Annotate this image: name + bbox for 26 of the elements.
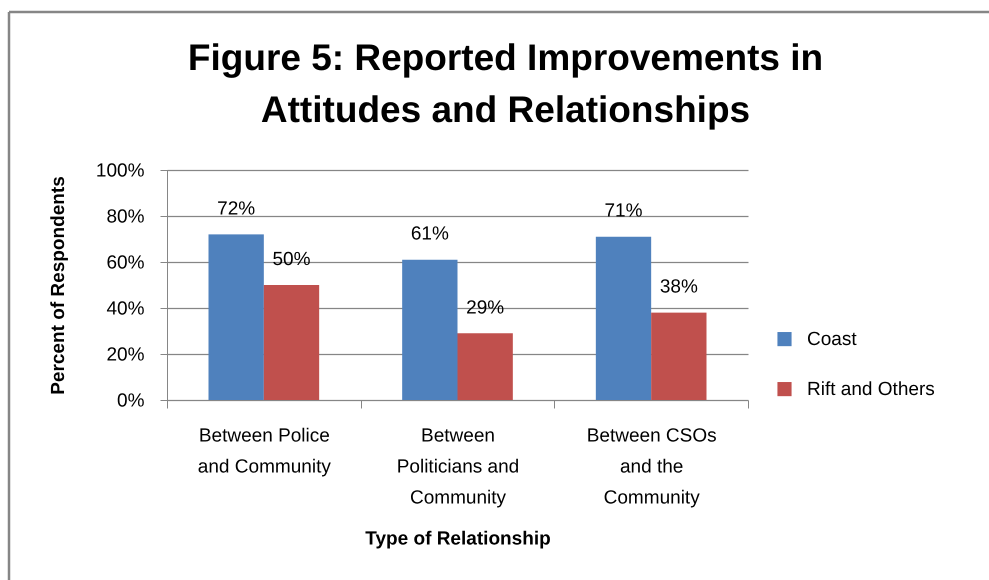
bar (596, 236, 652, 400)
data-label: 50% (272, 249, 311, 270)
x-tick-label: Between Politicians and Community (396, 426, 520, 508)
y-tick-label: 100% (96, 160, 145, 182)
bar (458, 333, 513, 400)
bar (651, 312, 706, 400)
bar (264, 285, 320, 400)
data-label: 72% (217, 198, 256, 220)
data-label: 38% (660, 276, 698, 298)
y-tick-label: 40% (106, 298, 145, 320)
x-tick-label: Between CSOs and the Community (586, 426, 717, 508)
bar (208, 234, 264, 400)
y-tick-label: 60% (106, 252, 145, 274)
chart-title: Figure 5: Reported Improvements in Attitudes and Relationships (188, 37, 824, 130)
bar (402, 260, 458, 400)
legend-label: Coast (807, 329, 858, 350)
x-tick-label: Between Police and Community (198, 426, 332, 478)
data-label: 61% (410, 224, 449, 245)
x-axis-title: Type of Relationship (365, 528, 551, 550)
legend-label: Rift and Others (807, 379, 935, 400)
y-tick-label: 80% (106, 206, 145, 228)
data-label: 29% (466, 297, 504, 318)
y-axis-title: Percent of Respondents (48, 176, 69, 395)
data-label: 71% (604, 200, 643, 222)
y-tick-label: 0% (117, 390, 145, 412)
y-tick-label: 20% (106, 344, 145, 366)
